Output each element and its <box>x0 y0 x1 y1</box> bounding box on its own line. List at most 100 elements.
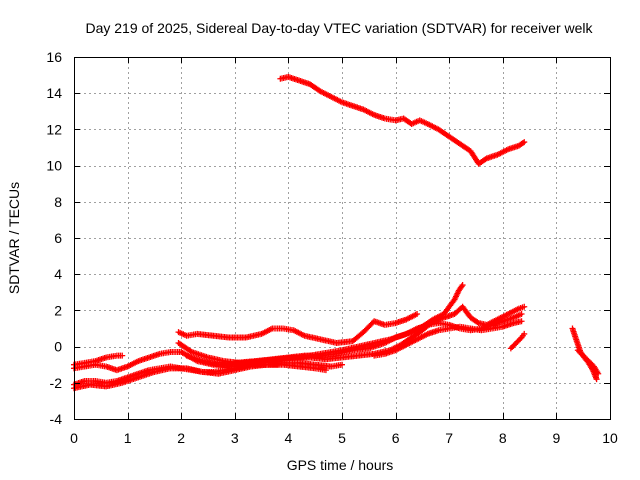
x-tick-label: 9 <box>553 430 561 446</box>
data-point <box>119 352 126 359</box>
data-marks <box>447 134 462 146</box>
data-marks <box>281 325 295 334</box>
x-axis-label: GPS time / hours <box>287 457 394 473</box>
data-marks <box>319 347 344 357</box>
data-series <box>71 73 602 392</box>
data-point <box>339 361 345 368</box>
data-marks <box>418 118 430 127</box>
data-marks <box>431 311 446 322</box>
series-arc-h <box>231 282 466 366</box>
x-tick-labels: 0 1 2 3 4 5 6 7 8 9 10 <box>70 430 618 446</box>
data-marks <box>177 329 188 339</box>
data-marks <box>330 362 344 370</box>
data-marks <box>383 320 397 328</box>
data-marks <box>329 94 344 105</box>
data-marks <box>436 127 451 139</box>
data-marks <box>517 304 526 311</box>
x-tick-label: 3 <box>231 430 239 446</box>
data-marks <box>319 336 339 346</box>
data-marks <box>517 139 526 148</box>
x-tick-label: 7 <box>445 430 453 446</box>
data-marks <box>495 147 510 157</box>
y-tick-label: 2 <box>54 302 62 318</box>
data-marks <box>297 351 322 361</box>
data-marks <box>458 141 473 154</box>
data-marks <box>404 337 419 348</box>
data-point <box>414 311 421 318</box>
data-marks <box>506 306 521 317</box>
data-marks <box>308 82 323 94</box>
data-point <box>518 318 525 325</box>
data-marks <box>211 332 231 341</box>
data-marks <box>441 305 452 316</box>
data-marks <box>361 107 376 118</box>
data-marks <box>447 297 457 309</box>
data-marks <box>495 311 510 322</box>
data-marks <box>514 335 524 345</box>
x-tick-label: 0 <box>70 430 78 446</box>
y-axis-label: SDTVAR / TECUs <box>6 182 22 294</box>
data-marks <box>477 156 489 166</box>
data-marks <box>452 288 462 302</box>
data-point <box>521 330 528 337</box>
data-marks <box>460 305 473 320</box>
axis-ticks <box>74 57 611 420</box>
x-tick-label: 4 <box>285 430 293 446</box>
data-marks <box>399 335 414 347</box>
data-marks <box>233 358 258 366</box>
data-marks <box>319 89 333 100</box>
data-point <box>322 367 329 374</box>
series-arc-k <box>507 330 528 352</box>
data-marks <box>351 330 366 344</box>
y-tick-label: 14 <box>46 85 62 101</box>
data-marks <box>415 331 430 342</box>
y-tick-label: 0 <box>54 339 62 355</box>
chart-title: Day 219 of 2025, Sidereal Day-to-day VTE… <box>85 20 593 36</box>
data-marks <box>591 364 601 376</box>
data-marks <box>586 359 596 369</box>
data-marks <box>485 317 499 328</box>
data-marks <box>410 328 425 340</box>
y-tick-label: 6 <box>54 230 62 246</box>
x-tick-label: 6 <box>392 430 400 446</box>
data-marks <box>254 356 280 364</box>
data-marks <box>410 118 422 127</box>
data-point <box>518 311 525 318</box>
data-marks <box>420 317 435 329</box>
data-marks <box>512 311 523 320</box>
x-tick-label: 8 <box>499 430 507 446</box>
x-tick-label: 2 <box>177 430 185 446</box>
data-marks <box>185 365 205 375</box>
data-marks <box>115 352 124 359</box>
y-tick-label: -2 <box>50 375 63 391</box>
data-point <box>459 282 466 289</box>
data-marks <box>195 331 215 339</box>
data-marks <box>292 328 306 338</box>
data-marks <box>126 358 140 369</box>
data-marks <box>394 342 408 353</box>
data-marks <box>104 352 119 361</box>
series-arc-j <box>371 318 525 359</box>
x-tick-label: 5 <box>338 430 346 446</box>
data-marks <box>276 354 301 363</box>
data-marks <box>509 341 518 351</box>
data-point <box>521 303 528 310</box>
y-tick-label: 12 <box>46 121 62 137</box>
series-arc-high <box>277 73 528 167</box>
data-point <box>593 376 600 383</box>
series-arc-e <box>175 311 421 346</box>
y-tick-labels: -4 -2 0 2 4 6 8 10 12 14 16 <box>46 49 62 427</box>
y-tick-label: 4 <box>54 266 62 282</box>
data-marks <box>303 333 322 342</box>
y-tick-label: 10 <box>46 158 62 174</box>
x-tick-label: 10 <box>602 430 618 446</box>
data-marks <box>456 283 465 293</box>
data-marks <box>158 349 172 357</box>
data-marks <box>581 354 591 363</box>
data-point <box>521 139 528 146</box>
series-arc-m <box>574 347 602 377</box>
data-marks <box>361 319 376 334</box>
data-point <box>595 370 602 377</box>
data-marks <box>260 326 274 337</box>
